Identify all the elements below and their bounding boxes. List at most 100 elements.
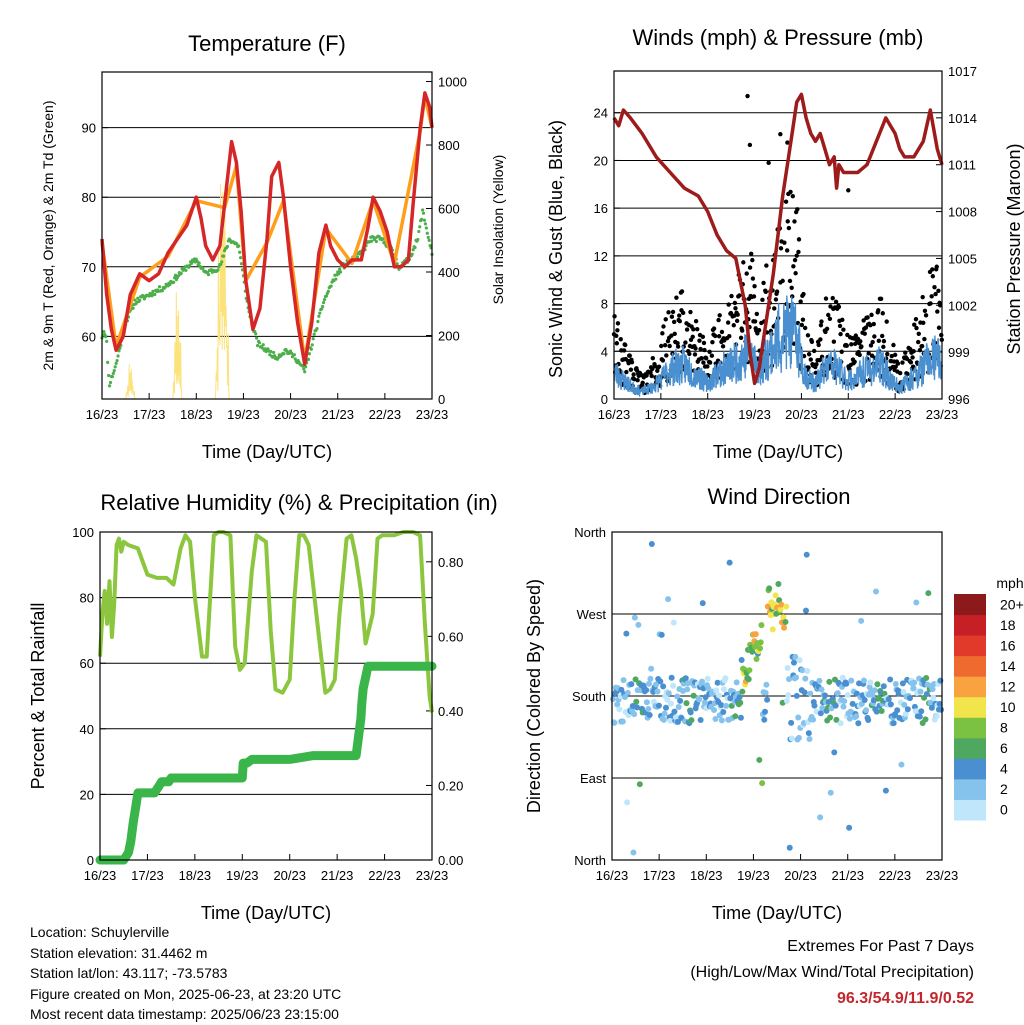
wind-gust-point	[841, 327, 846, 332]
temp-dewpoint-point	[216, 268, 220, 272]
wind-gust-point	[761, 280, 766, 286]
wind-gust-point	[806, 351, 812, 357]
wind-gust-point	[798, 299, 803, 304]
dir-point	[802, 607, 809, 614]
dir-legend-swatch	[954, 594, 986, 616]
wind-gust-point	[648, 370, 653, 375]
dir-ytick-label: East	[580, 771, 606, 786]
dir-point	[712, 715, 719, 722]
temp-dewpoint-point	[320, 307, 324, 311]
temp-xtick-label: 20/23	[274, 407, 307, 422]
dir-point	[817, 710, 824, 717]
temp-dewpoint-point	[272, 350, 276, 355]
dir-point	[777, 606, 784, 613]
dir-legend-label: 6	[1000, 740, 1008, 756]
wind-gust-point	[913, 316, 919, 322]
temp-dewpoint-point	[309, 347, 313, 351]
dir-point	[620, 677, 627, 684]
temp-dewpoint-point	[315, 327, 319, 331]
dir-point	[704, 675, 711, 682]
temp-title: Temperature (F)	[188, 31, 346, 56]
wind-gust-point	[883, 356, 889, 361]
dir-xtick-label: 18/23	[690, 868, 723, 883]
dir-point	[714, 679, 721, 686]
dir-point	[928, 704, 935, 711]
dir-point	[806, 736, 813, 743]
wind-gust-point	[839, 349, 844, 354]
dir-point	[788, 735, 795, 742]
dir-point	[746, 667, 753, 674]
dir-point	[865, 716, 872, 723]
wind-gust-point	[898, 370, 903, 376]
wind-gust-point	[725, 320, 731, 325]
temp-dewpoint-point	[147, 294, 151, 298]
wind-y2tick-label: 996	[948, 392, 970, 407]
wind-gust-point	[857, 352, 862, 358]
dir-point	[784, 664, 791, 671]
wind-gust-point	[808, 357, 813, 362]
dir-point	[654, 688, 661, 695]
wind-gust-point	[809, 339, 815, 344]
dir-point	[737, 699, 744, 706]
dir-legend-label: 14	[1000, 658, 1016, 674]
temp-panel: 60 70 80 90 0 200 400 600 800 1000 16/23 17/23 18/23…	[40, 31, 506, 462]
dir-point	[670, 682, 677, 689]
wind-gust-point	[790, 193, 796, 199]
temp-dewpoint-point	[338, 267, 342, 271]
temp-dewpoint-point	[411, 248, 415, 252]
dir-point	[778, 601, 785, 608]
wind-gust-point	[632, 376, 637, 382]
dir-legend-label: 2	[1000, 781, 1008, 797]
dir-point	[793, 692, 800, 699]
temp-dewpoint-point	[219, 262, 223, 267]
wind-gust-point	[885, 351, 890, 357]
wind-gust-point	[635, 377, 640, 383]
wind-gust-point	[930, 274, 936, 279]
wind-gust-point	[801, 291, 806, 297]
wind-gust-point	[817, 357, 822, 363]
temp-dewpoint-point	[179, 271, 183, 275]
dir-point	[661, 710, 668, 717]
wind-gust-point	[614, 333, 619, 339]
dir-point	[853, 690, 860, 697]
wind-gust-point	[664, 353, 669, 358]
temp-dewpoint-point	[106, 360, 110, 364]
temp-dewpoint-point	[321, 300, 326, 305]
temp-dewpoint-point	[237, 244, 241, 248]
rh-border	[99, 531, 433, 861]
dir-point	[822, 692, 829, 699]
wind-gust-point	[766, 160, 771, 166]
wind-gust-point	[672, 331, 677, 337]
temp-dewpoint-point	[254, 332, 258, 336]
dir-point	[667, 700, 674, 707]
dir-point	[900, 688, 907, 695]
temp-dewpoint-point	[410, 252, 414, 256]
wind-gust-point	[818, 337, 823, 342]
dir-point	[618, 686, 625, 693]
wind-gust-point	[868, 343, 874, 348]
rh-y2tick-label: 0.00	[438, 853, 463, 868]
info-latlon: Station lat/lon: 43.117; -73.5783	[30, 965, 228, 981]
extremes-subtitle: (High/Low/Max Wind/Total Precipitation)	[690, 964, 974, 981]
temp-dewpoint-point	[114, 361, 118, 366]
wind-gust-point	[734, 318, 740, 324]
dir-point	[849, 700, 856, 707]
info-created: Figure created on Mon, 2025-06-23, at 23…	[30, 985, 342, 1002]
rh-xtick-label: 21/23	[321, 868, 354, 883]
dir-point	[810, 716, 817, 723]
wind-gust-point	[796, 249, 801, 255]
temp-dewpoint-point	[173, 273, 178, 277]
temp-dewpoint-point	[312, 332, 316, 336]
dir-legend-label: 8	[1000, 720, 1008, 736]
dir-point	[718, 702, 725, 709]
wind-gust-point	[710, 340, 715, 345]
rh-xtick-label: 19/23	[226, 868, 259, 883]
dir-point	[912, 708, 919, 715]
dir-point	[841, 698, 848, 705]
temp-dewpoint-point	[303, 370, 307, 374]
wind-gust-point	[816, 342, 821, 348]
temp-dewpoint-point	[133, 298, 137, 302]
dir-point	[726, 559, 733, 566]
wind-gust-point	[796, 237, 802, 242]
wind-gust-point	[728, 310, 734, 316]
